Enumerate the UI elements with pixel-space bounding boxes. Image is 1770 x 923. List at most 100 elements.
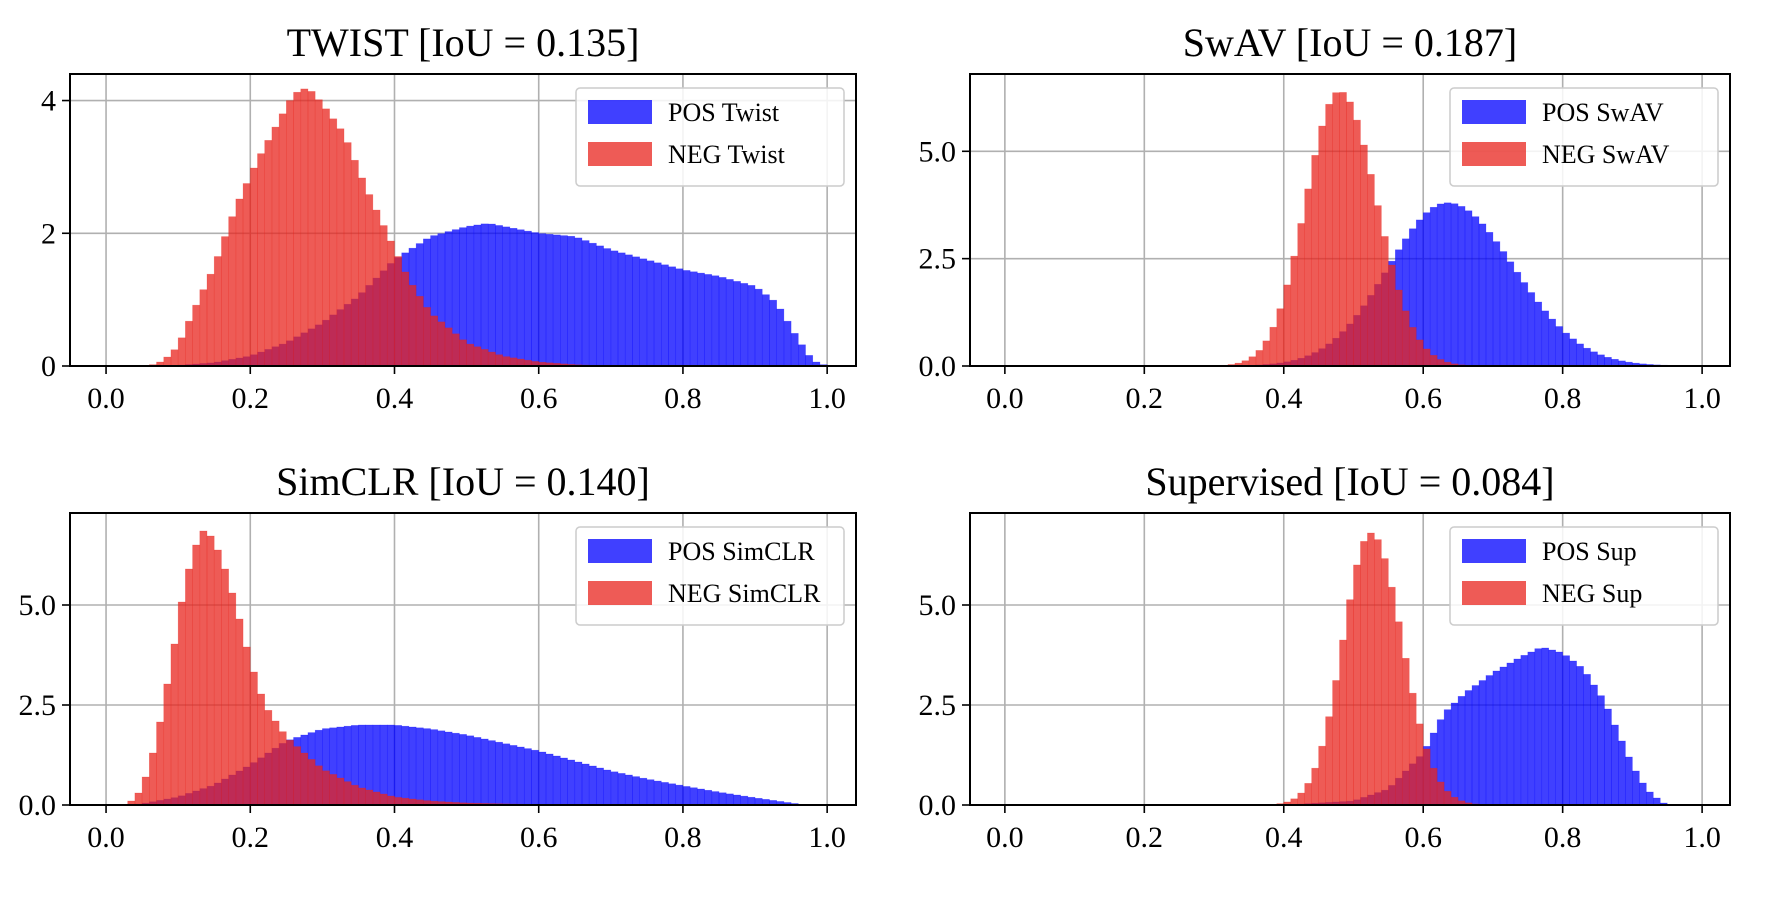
x-tick-label: 0.2 bbox=[1126, 382, 1164, 415]
histogram-bar bbox=[517, 230, 524, 366]
histogram-bar bbox=[1458, 206, 1465, 366]
y-tick-label: 2 bbox=[41, 217, 56, 250]
histogram-bar bbox=[301, 753, 308, 805]
histogram-bar bbox=[582, 241, 589, 366]
histogram-bar bbox=[1249, 357, 1256, 366]
histogram-bar bbox=[1437, 782, 1444, 805]
histogram-bar bbox=[474, 225, 481, 366]
x-tick-label: 0.0 bbox=[986, 382, 1024, 415]
legend-swatch bbox=[1462, 142, 1526, 166]
y-tick-label: 2.5 bbox=[19, 689, 57, 722]
x-tick-label: 0.8 bbox=[664, 382, 702, 415]
histogram-bar bbox=[1493, 242, 1500, 366]
histogram-bar bbox=[1353, 120, 1360, 366]
y-tick-label: 0.0 bbox=[19, 789, 57, 822]
x-tick-label: 0.4 bbox=[376, 382, 414, 415]
histogram-bar bbox=[661, 782, 668, 805]
histogram-bar bbox=[568, 236, 575, 366]
histogram-bar bbox=[1291, 256, 1298, 366]
histogram-bar bbox=[416, 728, 423, 805]
histogram-bar bbox=[481, 349, 488, 366]
histogram-bar bbox=[1591, 685, 1598, 805]
histogram-bar bbox=[719, 793, 726, 805]
histogram-bar bbox=[741, 796, 748, 805]
histogram-bar bbox=[1388, 265, 1395, 366]
histogram-bar bbox=[1486, 676, 1493, 806]
histogram-bar bbox=[1312, 155, 1319, 366]
histogram-bar bbox=[705, 790, 712, 805]
histogram-bar bbox=[1556, 652, 1563, 805]
histogram-bar bbox=[431, 730, 438, 805]
histogram-bar bbox=[798, 345, 805, 366]
histogram-bar bbox=[712, 276, 719, 366]
histogram-bar bbox=[488, 741, 495, 805]
histogram-bar bbox=[647, 780, 654, 805]
histogram-bar bbox=[647, 261, 654, 366]
histogram-bar bbox=[510, 228, 517, 366]
legend-swatch bbox=[1462, 581, 1526, 605]
histogram-bar bbox=[532, 233, 539, 366]
histogram-bar bbox=[712, 792, 719, 805]
histogram-bar bbox=[596, 768, 603, 805]
histogram-bar bbox=[495, 355, 502, 366]
histogram-bar bbox=[344, 782, 351, 805]
histogram-bar bbox=[618, 773, 625, 805]
histogram-bar bbox=[250, 672, 257, 805]
histogram-bar bbox=[553, 235, 560, 366]
histogram-bar bbox=[748, 285, 755, 366]
histogram-bar bbox=[1374, 540, 1381, 805]
histogram-bar bbox=[294, 747, 301, 805]
histogram-bar bbox=[661, 265, 668, 366]
histogram-bar bbox=[618, 253, 625, 366]
legend-swatch bbox=[588, 539, 652, 563]
histogram-bar bbox=[582, 764, 589, 805]
histogram-bar bbox=[243, 184, 250, 367]
histogram-bar bbox=[1305, 189, 1312, 366]
histogram-bar bbox=[806, 355, 813, 366]
histogram-bar bbox=[157, 722, 164, 805]
x-tick-label: 1.0 bbox=[1683, 821, 1721, 854]
histogram-bar bbox=[524, 231, 531, 366]
histogram-bar bbox=[431, 316, 438, 366]
histogram-bar bbox=[185, 569, 192, 805]
histogram-bar bbox=[1639, 783, 1646, 805]
histogram-bar bbox=[279, 114, 286, 366]
histogram-bar bbox=[193, 305, 200, 366]
histogram-bar bbox=[351, 785, 358, 805]
histogram-bar bbox=[214, 257, 221, 367]
legend-label: POS Twist bbox=[668, 98, 780, 127]
x-tick-label: 0.6 bbox=[1404, 382, 1442, 415]
histogram-bar bbox=[286, 101, 293, 366]
histogram-bar bbox=[467, 344, 474, 366]
histogram-bar bbox=[1444, 791, 1451, 805]
histogram-bar bbox=[1409, 693, 1416, 805]
histogram-bar bbox=[683, 270, 690, 366]
histogram-bar bbox=[697, 789, 704, 805]
histogram-bar bbox=[366, 195, 373, 366]
histogram-bar bbox=[380, 226, 387, 366]
histogram-bar bbox=[474, 347, 481, 366]
x-tick-label: 0.6 bbox=[520, 821, 558, 854]
histogram-bar bbox=[1563, 656, 1570, 805]
histogram-bar bbox=[697, 273, 704, 366]
histogram-bar bbox=[683, 786, 690, 805]
legend-label: POS Sup bbox=[1542, 537, 1637, 566]
y-tick-label: 5.0 bbox=[919, 589, 957, 622]
histogram-bar bbox=[459, 340, 466, 366]
histogram-bar bbox=[423, 729, 430, 805]
histogram-bar bbox=[373, 210, 380, 366]
histogram-bar bbox=[1618, 741, 1625, 805]
histogram-bar bbox=[373, 792, 380, 805]
histogram-bar bbox=[423, 307, 430, 366]
histogram-bar bbox=[517, 747, 524, 805]
legend-label: POS SwAV bbox=[1542, 98, 1664, 127]
histogram-bar bbox=[611, 772, 618, 805]
histogram-bar bbox=[1604, 709, 1611, 805]
histogram-bar bbox=[1326, 104, 1333, 366]
histogram-bar bbox=[221, 569, 228, 805]
histogram-bar bbox=[301, 89, 308, 366]
histogram-bar bbox=[1577, 344, 1584, 366]
histogram-bar bbox=[1347, 600, 1354, 805]
